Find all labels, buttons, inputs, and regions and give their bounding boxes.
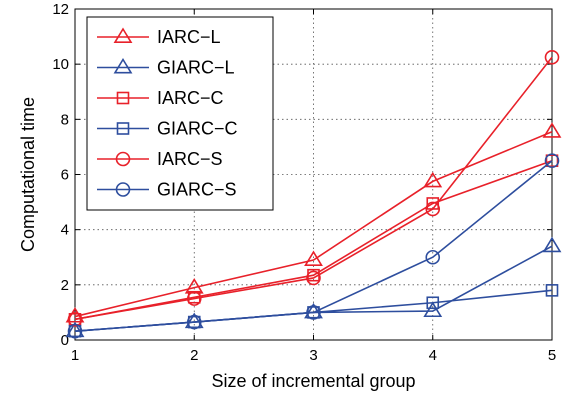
x-tick-label: 5 (548, 347, 556, 364)
data-point (545, 154, 559, 168)
legend-marker (116, 122, 130, 135)
legend-item: IARC−C (97, 88, 224, 108)
data-point (545, 284, 559, 297)
series-line (74, 56, 553, 321)
series-5 (67, 49, 560, 327)
legend-item: GIARC−L (97, 58, 235, 78)
legend-item: IARC−S (97, 149, 223, 169)
legend-label: IARC−L (157, 27, 221, 47)
x-axis-label: Size of incremental group (211, 371, 415, 391)
x-tick-label: 3 (309, 347, 317, 364)
data-point (423, 301, 443, 318)
data-point (426, 296, 440, 310)
legend-marker (116, 91, 130, 105)
legend-label: IARC−C (157, 88, 224, 108)
legend-marker (115, 182, 131, 197)
y-tick-label: 4 (61, 222, 69, 239)
data-point (304, 250, 323, 267)
series-1 (65, 122, 562, 323)
data-point (542, 236, 562, 253)
data-point (186, 314, 202, 330)
series-6 (67, 153, 560, 339)
y-tick-label: 8 (61, 111, 69, 128)
y-tick-label: 12 (52, 1, 69, 18)
data-point (306, 270, 321, 286)
legend-label: IARC−S (157, 149, 223, 169)
legend-label: GIARC−S (157, 180, 237, 200)
data-point (423, 171, 443, 188)
series-line (74, 131, 553, 318)
data-point (425, 249, 441, 265)
legend-box (86, 16, 274, 211)
data-point (544, 49, 560, 65)
data-point (306, 305, 321, 320)
data-point (186, 291, 202, 306)
data-point (544, 153, 560, 169)
series-group (65, 49, 562, 339)
y-tick-label: 2 (61, 277, 69, 294)
data-point (67, 323, 83, 339)
data-point (542, 122, 562, 138)
series-line (74, 159, 553, 321)
x-tick-label: 1 (71, 347, 79, 364)
legend-marker (113, 27, 133, 44)
legend-marker (113, 57, 133, 74)
data-point (67, 312, 83, 327)
legend-label: GIARC−C (157, 119, 238, 139)
legend-marker (115, 151, 131, 167)
legend-item: GIARC−C (97, 119, 238, 139)
x-tick-label: 2 (190, 347, 198, 364)
legend-label: GIARC−L (157, 58, 235, 78)
x-tick-label: 4 (429, 347, 437, 364)
legend: IARC−L GIARC−L IARC−C GIARC−C IARC−S GIARC−S (86, 16, 274, 211)
y-tick-label: 6 (61, 167, 69, 184)
series-line (74, 160, 553, 332)
legend-item: GIARC−S (97, 180, 237, 200)
y-axis-label: Computational time (18, 97, 38, 252)
data-point (425, 201, 441, 217)
y-tick-label: 10 (52, 56, 69, 73)
y-tick-label: 0 (61, 332, 69, 349)
legend-item: IARC−L (97, 27, 221, 47)
